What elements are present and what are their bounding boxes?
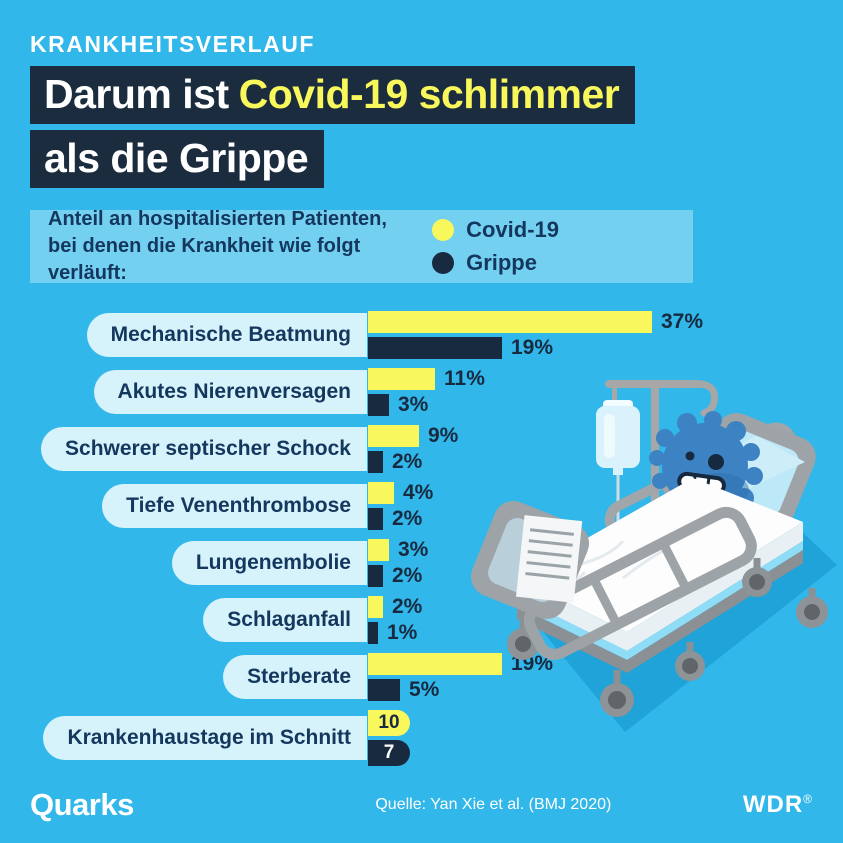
chart-caption: Anteil an hospitalisierten Patienten, be… — [48, 206, 432, 287]
grippe-bar — [368, 451, 383, 473]
footer: Quarks Quelle: Yan Xie et al. (BMJ 2020)… — [30, 784, 813, 826]
caption-line-1: Anteil an hospitalisierten Patienten, — [48, 208, 387, 230]
covid-value-label: 9% — [428, 424, 459, 447]
category-label: Schlaganfall — [203, 598, 367, 642]
covid-value-label: 19% — [511, 652, 554, 675]
category-label: Sterberate — [223, 655, 367, 699]
legend-dot-icon — [432, 219, 455, 241]
covid-value-label: 3% — [398, 538, 429, 561]
covid-value-label: 37% — [661, 310, 704, 333]
covid-value-label: 11% — [444, 367, 485, 390]
grippe-bar — [368, 622, 378, 644]
grippe-bar — [368, 679, 400, 701]
legend-label: Covid-19 — [466, 217, 559, 242]
grippe-bar: 7 — [368, 740, 410, 766]
kicker: KRANKHEITSVERLAUF — [30, 31, 315, 57]
title-line-2: als die Grippe — [30, 130, 325, 188]
source-text: Quelle: Yan Xie et al. (BMJ 2020) — [375, 796, 612, 813]
grippe-value-label: 1% — [387, 621, 418, 644]
covid-value-label: 2% — [392, 595, 423, 618]
registered-mark-icon: ® — [803, 792, 813, 806]
legend-items: Covid-19 Grippe — [432, 217, 559, 276]
title-line1-highlight: Covid-19 schlimmer — [238, 71, 620, 117]
wdr-logo: WDR® — [742, 791, 813, 818]
chart-row: Mechanische Beatmung 37% 19% — [30, 310, 820, 359]
category-label: Mechanische Beatmung — [86, 313, 367, 357]
legend-label: Grippe — [466, 250, 537, 275]
legend-item-covid-19: Covid-19 — [432, 217, 559, 243]
legend-dot-icon — [432, 252, 455, 274]
legend-band: Anteil an hospitalisierten Patienten, be… — [30, 208, 693, 284]
category-label: Schwerer septischer Schock — [41, 427, 367, 471]
grippe-value-label: 2% — [392, 564, 423, 587]
page-title: Darum ist Covid-19 schlimmer als die Grip… — [30, 66, 636, 194]
bar-chart: Mechanische Beatmung 37% 19% Akutes Nierenv… — [30, 310, 820, 775]
grippe-value-label: 5% — [409, 678, 440, 701]
covid-bar — [368, 653, 502, 675]
grippe-value-label: 2% — [392, 507, 423, 530]
covid-bar — [368, 539, 389, 561]
covid-bar — [368, 425, 419, 447]
chart-row: Akutes Nierenversagen 11% 3% — [30, 367, 820, 416]
chart-row: Schlaganfall 2% 1% — [30, 595, 820, 644]
title-line1-white: Darum ist — [44, 71, 229, 117]
grippe-value-label: 19% — [511, 336, 554, 359]
covid-bar — [368, 596, 383, 618]
category-label: Lungenembolie — [171, 541, 367, 585]
covid-bar — [368, 311, 652, 333]
category-label: Akutes Nierenversagen — [93, 370, 367, 414]
legend-item-grippe: Grippe — [432, 250, 559, 276]
grippe-bar — [368, 508, 383, 530]
covid-bar — [368, 368, 435, 390]
grippe-bar — [368, 337, 502, 359]
grippe-value-label: 2% — [392, 450, 423, 473]
grippe-value-label: 3% — [398, 393, 429, 416]
covid-bar: 10 — [368, 710, 410, 736]
title-line-1: Darum ist Covid-19 schlimmer — [30, 66, 636, 124]
grippe-bar — [368, 394, 389, 416]
chart-row: Lungenembolie 3% 2% — [30, 538, 820, 587]
covid-value-label: 4% — [403, 481, 434, 504]
chart-row: Tiefe Venenthrombose 4% 2% — [30, 481, 820, 530]
chart-row: Schwerer septischer Schock 9% 2% — [30, 424, 820, 473]
category-label: Krankenhaustage im Schnitt — [43, 716, 367, 760]
quarks-logo: Quarks — [30, 787, 134, 822]
chart-row: Krankenhaustage im Schnitt 10 7 — [30, 710, 820, 766]
covid-bar — [368, 482, 394, 504]
caption-line-2: bei denen die Krankheit wie folgt verläu… — [48, 235, 361, 284]
category-label: Tiefe Venenthrombose — [102, 484, 367, 528]
grippe-bar — [368, 565, 383, 587]
chart-row: Sterberate 19% 5% — [30, 652, 820, 701]
